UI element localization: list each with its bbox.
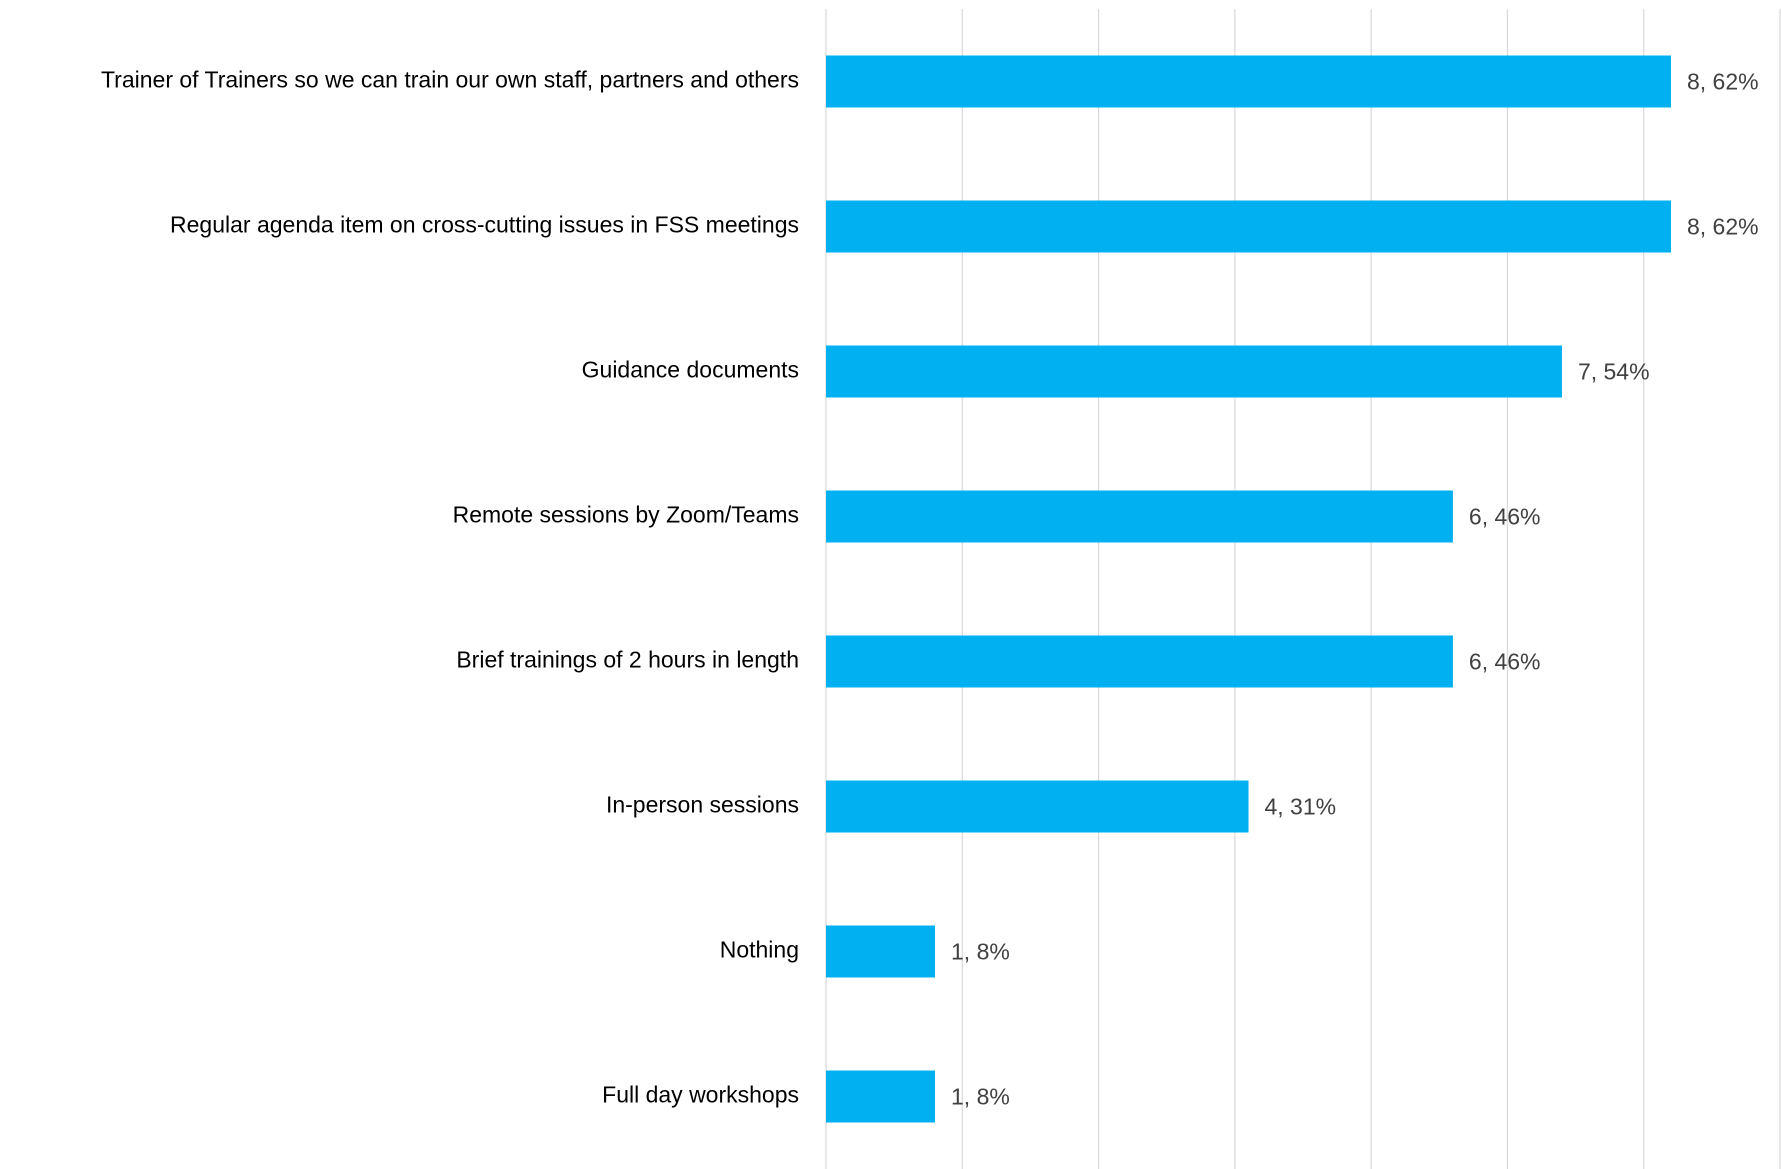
category-label: In-person sessions <box>606 792 799 818</box>
data-label: 4, 31% <box>1264 794 1336 820</box>
bar <box>826 200 1671 253</box>
bar <box>826 780 1249 833</box>
bar <box>826 635 1453 688</box>
category-label: Guidance documents <box>582 357 799 383</box>
bar <box>826 1070 936 1123</box>
category-label: Brief trainings of 2 hours in length <box>456 647 799 673</box>
category-label: Nothing <box>720 937 799 963</box>
category-label: Trainer of Trainers so we can train our … <box>101 67 799 93</box>
category-label: Full day workshops <box>602 1082 799 1108</box>
bar <box>826 490 1453 543</box>
category-label: Regular agenda item on cross-cutting iss… <box>170 212 799 238</box>
data-label: 6, 46% <box>1469 649 1541 675</box>
data-label: 7, 54% <box>1578 359 1650 385</box>
data-label: 1, 8% <box>951 1084 1010 1110</box>
category-label: Remote sessions by Zoom/Teams <box>453 502 799 528</box>
data-label: 1, 8% <box>951 939 1010 965</box>
data-label: 8, 62% <box>1687 214 1759 240</box>
bar <box>826 345 1562 398</box>
data-label: 6, 46% <box>1469 504 1541 530</box>
data-label: 8, 62% <box>1687 69 1759 95</box>
bar <box>826 55 1671 108</box>
bar <box>826 925 936 978</box>
